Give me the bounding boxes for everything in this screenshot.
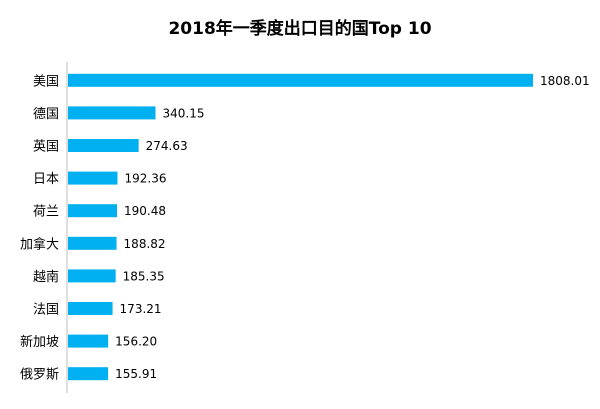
bar	[68, 171, 118, 185]
chart-title: 2018年一季度出口目的国Top 10	[168, 19, 432, 39]
category-label: 美国	[33, 74, 59, 89]
data-label: 156.20	[115, 335, 157, 349]
data-label: 190.48	[124, 204, 166, 218]
category-label: 日本	[33, 172, 59, 187]
bar	[68, 334, 109, 348]
category-label: 法国	[33, 303, 59, 318]
category-label: 越南	[33, 269, 59, 285]
category-label: 德国	[33, 107, 59, 122]
category-label: 俄罗斯	[20, 368, 59, 383]
bar	[68, 139, 139, 152]
data-label: 274.63	[146, 139, 188, 153]
data-label: 185.35	[123, 269, 165, 283]
bar	[68, 73, 533, 87]
data-label: 192.36	[124, 172, 166, 186]
category-label: 加拿大	[20, 236, 59, 252]
data-label: 1808.01	[540, 74, 590, 88]
bar	[68, 106, 156, 120]
category-label: 新加坡	[20, 334, 59, 350]
bar	[68, 367, 109, 381]
data-label: 188.82	[124, 237, 166, 251]
category-label: 荷兰	[33, 205, 59, 220]
bar	[68, 204, 117, 218]
data-label: 340.15	[162, 106, 204, 120]
bar	[68, 269, 116, 283]
data-label: 155.91	[115, 367, 157, 381]
category-label: 英国	[33, 140, 59, 155]
bar	[68, 236, 117, 250]
bar	[68, 302, 113, 315]
data-label: 173.21	[120, 302, 162, 316]
